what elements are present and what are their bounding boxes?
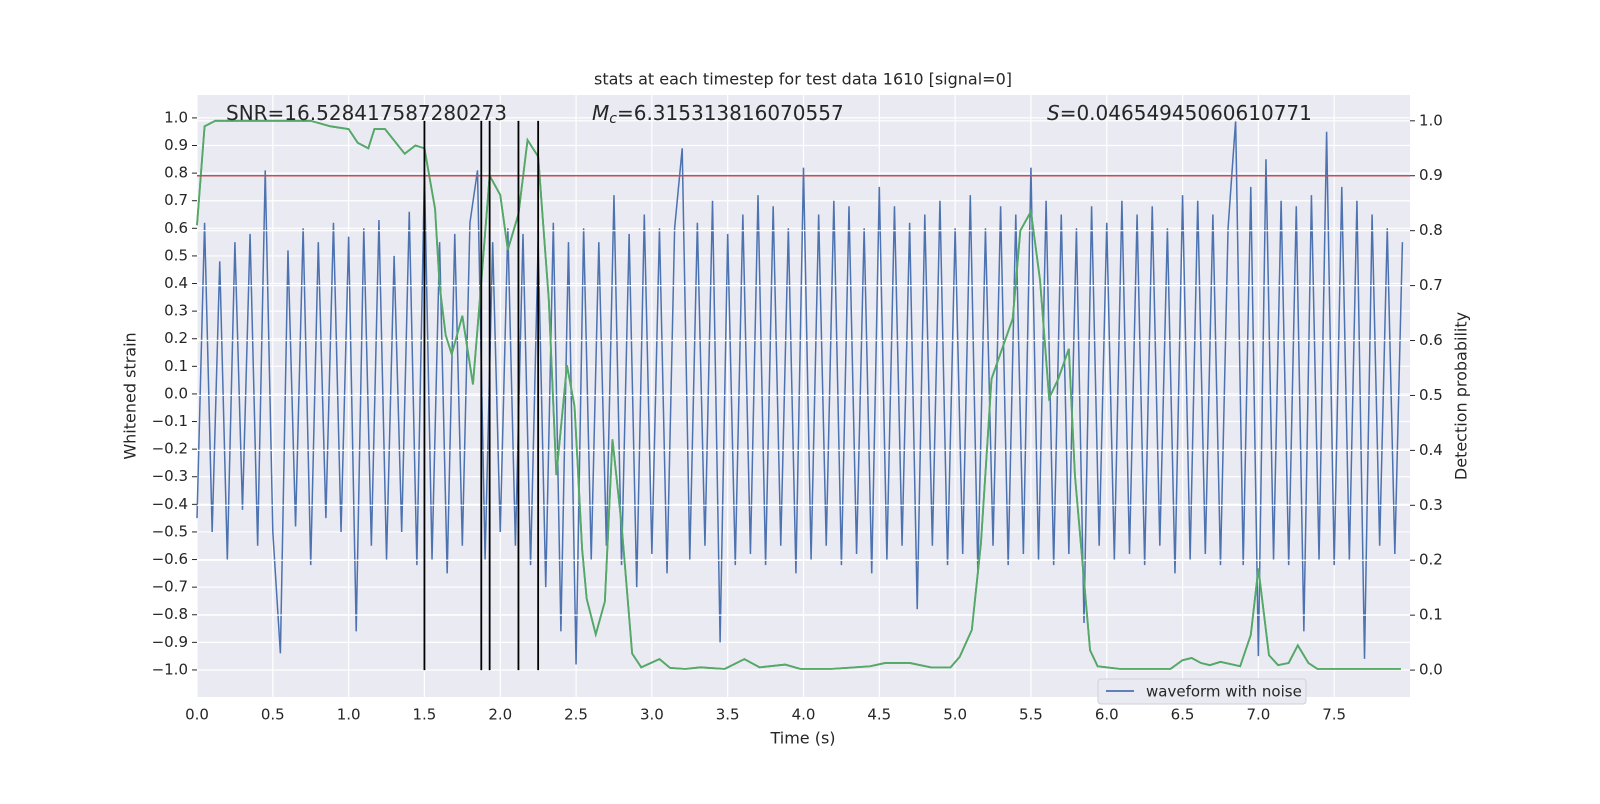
x-tick-label: 7.5 — [1322, 706, 1346, 724]
annotation-text: =0.04654945060610771 — [1060, 101, 1312, 125]
x-tick-label: 1.5 — [413, 706, 437, 724]
x-tick-label: 7.0 — [1246, 706, 1270, 724]
x-tick-label: 0.0 — [185, 706, 209, 724]
y-axis-label: Whitened strain — [121, 332, 140, 459]
x-tick-label: 3.5 — [716, 706, 740, 724]
y2-axis-label: Detection probability — [1452, 312, 1471, 480]
y-tick-label: 0.0 — [164, 384, 188, 402]
y-tick-label: 0.7 — [164, 191, 188, 209]
x-tick-label: 4.0 — [792, 706, 816, 724]
annotation-symbol: S — [1047, 101, 1060, 125]
y-tick-label: 1.0 — [164, 108, 188, 126]
annotation-text: =6.315313816070557 — [617, 101, 844, 125]
x-tick-label: 5.0 — [943, 706, 967, 724]
y2-tick-label: 0.4 — [1419, 441, 1443, 459]
x-tick-label: 0.5 — [261, 706, 285, 724]
annotation: SNR=16.528417587280273 — [226, 101, 507, 125]
annotation-text: SNR=16.528417587280273 — [226, 101, 507, 125]
y-tick-label: 0.1 — [164, 357, 188, 375]
legend-label: waveform with noise — [1146, 683, 1302, 701]
y-tick-label: −0.6 — [152, 550, 188, 568]
annotation-subscript: c — [609, 111, 617, 127]
x-tick-label: 2.0 — [488, 706, 512, 724]
y-tick-label: −0.9 — [152, 633, 188, 651]
series-line — [196, 120, 1404, 665]
series-line — [196, 119, 1401, 670]
y-tick-label: −0.8 — [152, 605, 188, 623]
x-tick-label: 1.0 — [337, 706, 361, 724]
x-tick-label: 3.0 — [640, 706, 664, 724]
annotation-symbol: M — [592, 101, 609, 125]
x-tick-label: 5.5 — [1019, 706, 1043, 724]
y2-tick-label: 0.3 — [1419, 496, 1443, 514]
legend: waveform with noise — [1097, 678, 1307, 705]
annotation: S=0.04654945060610771 — [1047, 101, 1312, 125]
y-tick-label: −0.1 — [152, 412, 188, 430]
y-tick-label: −0.2 — [152, 440, 188, 458]
y2-tick-label: 0.6 — [1419, 331, 1443, 349]
x-tick-label: 2.5 — [564, 706, 588, 724]
x-tick-label: 6.0 — [1095, 706, 1119, 724]
y2-tick-label: 0.2 — [1419, 551, 1443, 569]
y-tick-label: −0.7 — [152, 578, 188, 596]
x-axis-label: Time (s) — [769, 729, 835, 748]
y2-tick-label: 0.5 — [1419, 386, 1443, 404]
annotation: Mc=6.315313816070557 — [592, 101, 844, 128]
y-tick-label: −0.4 — [152, 495, 188, 513]
y-tick-label: −0.3 — [152, 467, 188, 485]
y-tick-label: 0.2 — [164, 329, 188, 347]
y2-tick-label: 0.7 — [1419, 276, 1443, 294]
y-tick-label: 0.4 — [164, 274, 188, 292]
y2-tick-label: 0.9 — [1419, 166, 1443, 184]
y-tick-label: −1.0 — [152, 660, 188, 678]
y-tick-label: 0.9 — [164, 136, 188, 154]
y2-tick-label: 1.0 — [1419, 111, 1443, 129]
y-tick-label: 0.5 — [164, 246, 188, 264]
y-tick-label: 0.3 — [164, 302, 188, 320]
y2-tick-label: 0.8 — [1419, 221, 1443, 239]
chart-title: stats at each timestep for test data 161… — [594, 70, 1012, 89]
x-tick-label: 6.5 — [1171, 706, 1195, 724]
y2-tick-label: 0.0 — [1419, 661, 1443, 679]
y2-tick-label: 0.1 — [1419, 606, 1443, 624]
y-tick-label: 0.6 — [164, 219, 188, 237]
legend-box — [1097, 678, 1307, 705]
y-tick-label: 0.8 — [164, 164, 188, 182]
y-tick-label: −0.5 — [152, 522, 188, 540]
x-tick-label: 4.5 — [867, 706, 891, 724]
